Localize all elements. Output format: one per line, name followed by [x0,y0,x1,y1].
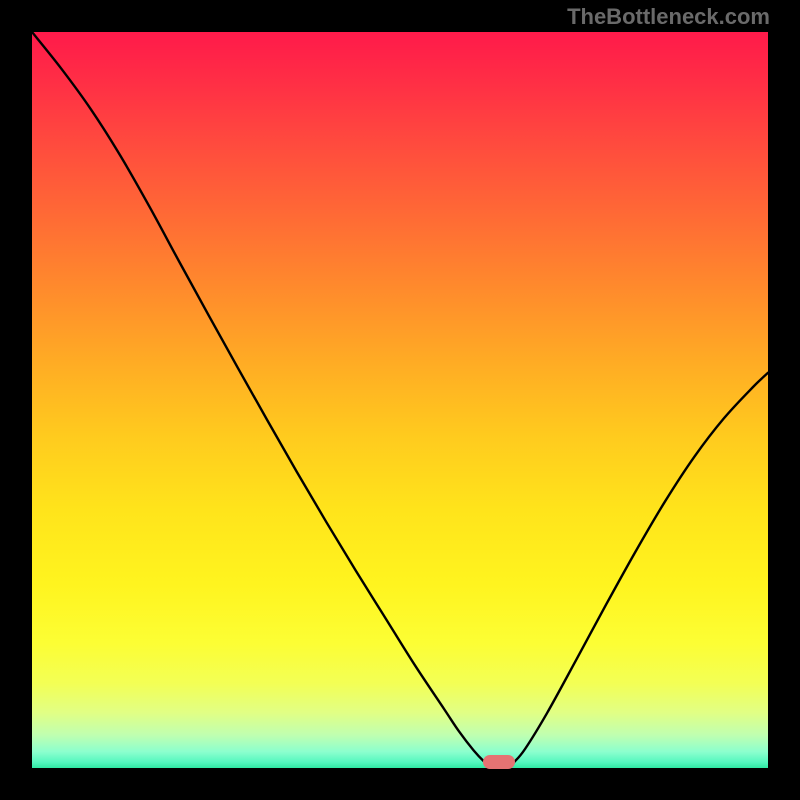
plot-area [32,32,768,768]
chart-container: TheBottleneck.com [0,0,800,800]
attribution-label: TheBottleneck.com [567,4,770,30]
gradient-background [32,32,768,768]
optimal-point-marker [483,755,515,769]
